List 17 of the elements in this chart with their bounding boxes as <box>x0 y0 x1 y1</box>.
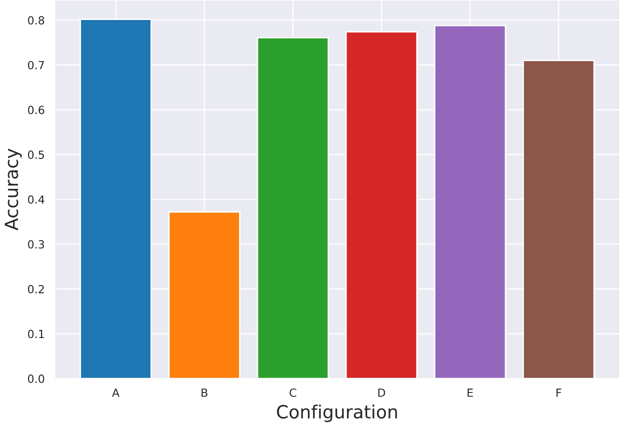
x-axis-title: Configuration <box>276 404 397 422</box>
x-tick-label: A <box>112 388 120 397</box>
x-tick-label: D <box>378 388 386 397</box>
y-tick-label: 0.1 <box>28 330 44 338</box>
y-tick-label: 0.7 <box>28 60 44 70</box>
x-tick-label: C <box>290 388 296 397</box>
x-tick-label: B <box>202 388 208 397</box>
y-tick-label: 0.4 <box>28 195 44 204</box>
y-tick-label: 0.0 <box>28 374 44 383</box>
x-tick-label: F <box>556 388 562 397</box>
y-tick-label: 0.8 <box>28 16 44 25</box>
y-tick-label: 0.2 <box>28 284 44 294</box>
x-tick-label: E <box>468 388 473 397</box>
y-tick-label: 0.5 <box>28 150 44 159</box>
y-tick-label: 0.6 <box>28 106 44 114</box>
y-tick-label: 0.3 <box>28 240 44 249</box>
y-axis-title: Accuracy <box>4 148 22 230</box>
